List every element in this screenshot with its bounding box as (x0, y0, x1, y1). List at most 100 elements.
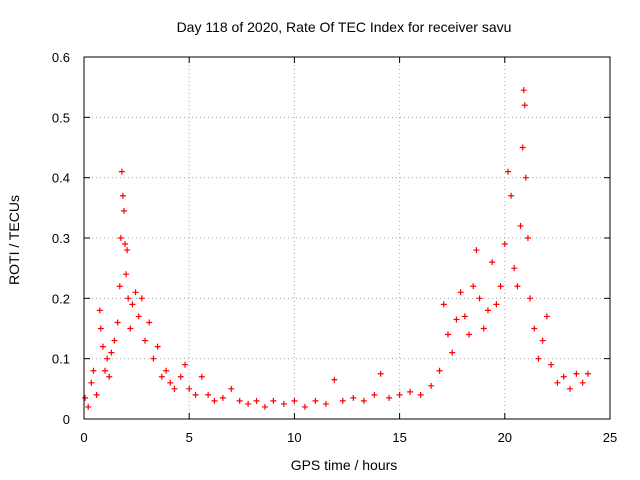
x-axis-label: GPS time / hours (291, 457, 398, 473)
data-point (108, 349, 115, 356)
data-point (150, 355, 157, 362)
data-point (146, 319, 153, 326)
data-point (440, 301, 447, 308)
data-point (154, 343, 161, 350)
data-point (253, 397, 260, 404)
data-point (489, 259, 496, 266)
y-tick-labels: 0 0.1 0.2 0.3 0.4 0.5 0.6 (52, 50, 70, 427)
data-point (371, 391, 378, 398)
data-point (521, 102, 528, 109)
data-point (579, 379, 586, 386)
data-point (511, 265, 518, 272)
data-point (198, 373, 205, 380)
data-point (567, 385, 574, 392)
data-point (480, 325, 487, 332)
data-point (102, 367, 109, 374)
data-point (484, 307, 491, 314)
plot-frame (83, 56, 611, 420)
data-point (167, 379, 174, 386)
data-points (82, 87, 591, 410)
data-point (90, 367, 97, 374)
grid-lines (84, 57, 610, 419)
data-point (339, 397, 346, 404)
data-point (129, 301, 136, 308)
data-point (470, 283, 477, 290)
data-point (322, 400, 329, 407)
data-point (219, 394, 226, 401)
data-point (117, 235, 124, 241)
data-point (473, 247, 480, 254)
data-point (517, 222, 524, 229)
data-point (104, 355, 111, 362)
x-tick-label: 10 (287, 430, 301, 445)
data-point (135, 313, 142, 320)
data-point (554, 379, 561, 386)
data-point (436, 367, 443, 374)
data-point (106, 373, 113, 380)
chart-title: Day 118 of 2020, Rate Of TEC Index for r… (177, 19, 512, 35)
data-point (138, 295, 145, 302)
data-point (124, 247, 131, 254)
y-tick-label: 0.1 (52, 352, 70, 367)
data-point (476, 295, 483, 302)
data-point (531, 325, 538, 332)
data-point (93, 391, 100, 398)
data-point (360, 397, 367, 404)
data-point (111, 337, 118, 344)
data-point (501, 241, 508, 248)
data-point (114, 319, 121, 326)
x-tick-label: 20 (498, 430, 512, 445)
data-point (331, 376, 338, 383)
data-point (177, 373, 184, 380)
y-axis-label: ROTI / TECUs (6, 195, 22, 285)
data-point (407, 388, 414, 395)
data-point (85, 403, 92, 410)
data-point (122, 241, 129, 248)
data-point (573, 370, 580, 377)
data-point (449, 349, 456, 356)
x-tick-label: 25 (603, 430, 617, 445)
data-point (539, 337, 546, 344)
data-point (236, 397, 243, 404)
data-point (97, 325, 104, 332)
data-point (211, 397, 218, 404)
data-point (417, 391, 424, 398)
data-point (116, 283, 123, 290)
data-point (584, 370, 591, 377)
y-tick-label: 0.4 (52, 171, 70, 186)
data-point (158, 373, 165, 380)
data-point (119, 192, 126, 199)
y-tick-label: 0.3 (52, 231, 70, 246)
data-point (171, 385, 178, 392)
data-point (543, 313, 550, 320)
data-point (527, 295, 534, 302)
data-point (261, 403, 268, 410)
data-point (120, 207, 127, 214)
data-point (127, 325, 134, 332)
data-point (444, 331, 451, 338)
data-point (428, 382, 435, 389)
data-point (163, 367, 170, 374)
data-point (96, 307, 103, 314)
data-point (82, 394, 89, 401)
data-point (457, 289, 464, 296)
data-point (508, 192, 515, 199)
data-point (228, 385, 235, 392)
y-tick-label: 0.6 (52, 50, 70, 65)
data-point (535, 355, 542, 362)
data-point (350, 394, 357, 401)
data-point (519, 144, 526, 151)
data-point (123, 271, 130, 278)
x-tick-label: 15 (392, 430, 406, 445)
data-point (192, 391, 199, 398)
data-point (280, 400, 287, 407)
y-tick-label: 0.2 (52, 291, 70, 306)
data-point (181, 361, 188, 368)
data-point (396, 391, 403, 398)
data-point (522, 174, 529, 181)
data-point (291, 397, 298, 404)
data-point (497, 283, 504, 290)
data-point (88, 379, 95, 386)
data-point (493, 301, 500, 308)
